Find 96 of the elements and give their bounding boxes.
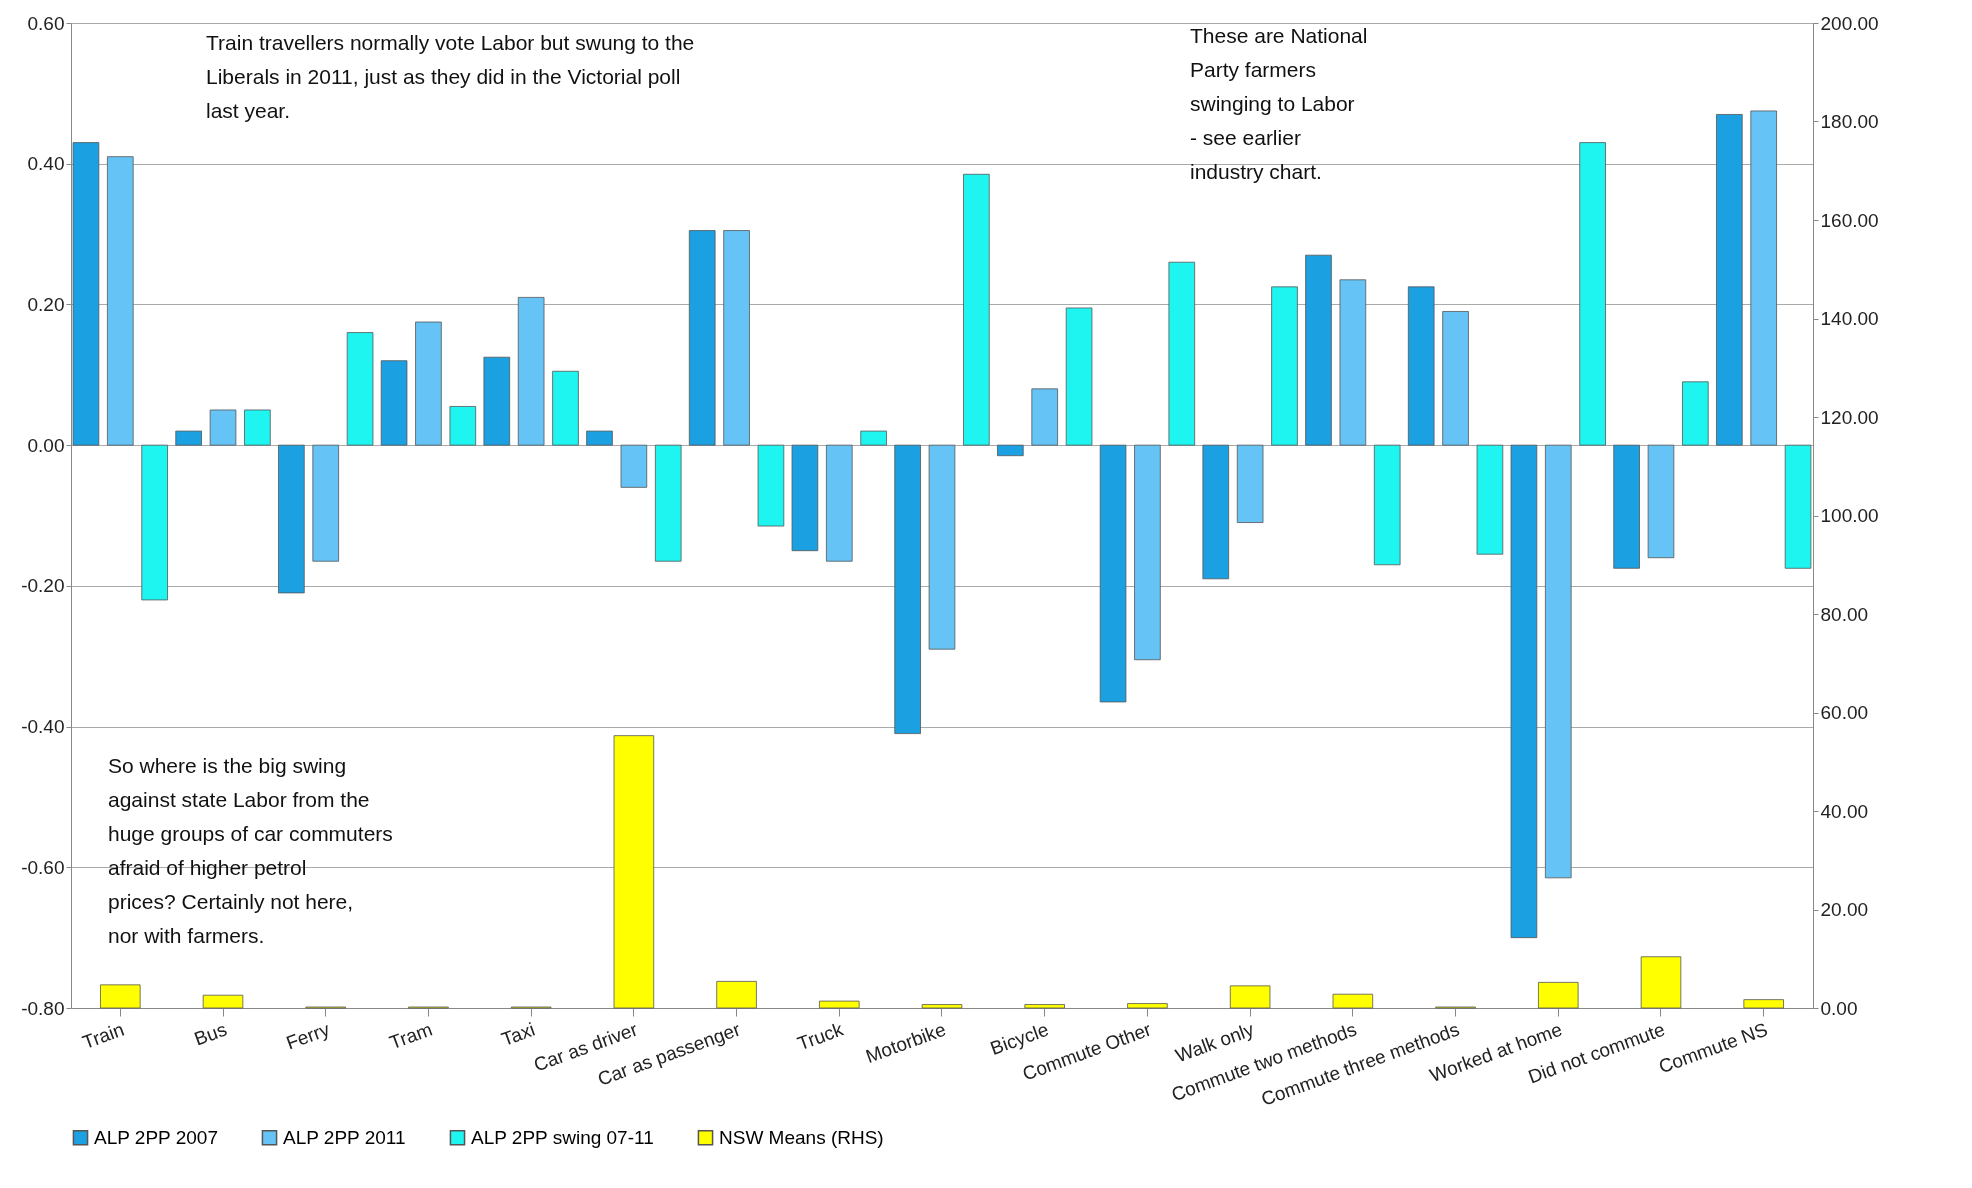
y2-tick-label: 80.00	[1820, 603, 1869, 625]
annotation: So where is the big swing against state Labor from the huge groups of car commuters afraid of higher petrol prices? Certainly not here, nor with farmers.	[108, 754, 393, 947]
bar	[1168, 261, 1196, 446]
bar	[1031, 388, 1058, 446]
x-tick-label: Train	[79, 1018, 127, 1053]
bar	[1339, 279, 1367, 446]
bar	[688, 230, 716, 446]
bar	[202, 994, 244, 1009]
bar	[826, 444, 853, 562]
bar	[483, 356, 511, 446]
bar	[1127, 1003, 1168, 1009]
legend-label: ALP 2PP 2007	[94, 1126, 218, 1148]
bar	[209, 409, 237, 446]
bar	[1784, 444, 1812, 569]
bar	[1750, 110, 1777, 446]
bar	[107, 156, 134, 446]
legend-label: ALP 2PP 2011	[283, 1126, 406, 1148]
bar	[1682, 381, 1709, 446]
bar	[1476, 444, 1504, 555]
bar	[716, 981, 757, 1009]
annotation: These are National Party farmers swinging to Labor - see earlier industry chart.	[1190, 24, 1368, 183]
bar	[963, 173, 990, 446]
y2-tick-label: 140.00	[1820, 308, 1879, 329]
bar	[1229, 985, 1271, 1009]
bar	[517, 296, 545, 446]
bar	[921, 1004, 963, 1009]
annotation: Train travellers normally vote Labor but swung to the Liberals in 2011, just as they did in the Victorial poll last year.	[206, 31, 695, 122]
bar	[586, 430, 613, 446]
bar	[449, 406, 477, 446]
bar	[72, 142, 100, 446]
bar	[1510, 444, 1538, 939]
bar	[380, 360, 408, 446]
bar	[175, 430, 202, 446]
bar	[346, 332, 374, 446]
y-tick-label: 0.40	[27, 153, 65, 175]
y-tick-label: -0.20	[21, 575, 65, 597]
bar	[312, 444, 340, 562]
x-tick-label: Bus	[191, 1018, 230, 1050]
y-tick-label: -0.60	[21, 856, 65, 878]
bar	[928, 444, 956, 650]
bar	[1271, 286, 1298, 446]
bar	[1024, 1004, 1065, 1009]
bar	[1236, 444, 1264, 523]
bar	[1613, 444, 1640, 569]
bar	[723, 230, 750, 446]
bar	[244, 409, 271, 446]
bar	[997, 444, 1024, 457]
x-tick-label: Tram	[386, 1018, 435, 1054]
bar	[613, 735, 655, 1009]
y2-tick-label: 0.00	[1820, 997, 1858, 1019]
bar	[1544, 444, 1572, 879]
bar	[620, 444, 648, 488]
y-tick-label: -0.40	[21, 716, 65, 738]
y-tick-label: 0.20	[27, 293, 65, 315]
bar	[1743, 999, 1784, 1009]
bar	[1202, 444, 1230, 580]
x-tick-label: Truck	[794, 1018, 847, 1055]
y-tick-label: -0.80	[21, 997, 65, 1019]
y2-tick-label: 60.00	[1820, 702, 1869, 723]
bar	[552, 370, 579, 446]
bar	[1134, 444, 1161, 661]
x-tick-label: Ferry	[283, 1018, 333, 1054]
bar	[819, 1000, 860, 1009]
bar	[894, 444, 921, 735]
bar	[1305, 254, 1332, 446]
bar	[1407, 286, 1435, 446]
bar	[1716, 114, 1743, 446]
bar	[654, 444, 682, 562]
bar	[1640, 956, 1682, 1009]
bar	[278, 444, 305, 594]
legend-label: NSW Means (RHS)	[719, 1126, 884, 1148]
bar	[1332, 993, 1374, 1009]
bar	[1538, 981, 1579, 1009]
bar	[1579, 142, 1606, 446]
y2-tick-label: 40.00	[1820, 800, 1869, 822]
y2-tick-label: 100.00	[1820, 505, 1879, 526]
bar	[757, 444, 785, 527]
bar	[141, 444, 168, 601]
y2-tick-label: 180.00	[1820, 111, 1879, 132]
bar	[860, 430, 887, 446]
y2-tick-label: 120.00	[1820, 406, 1879, 428]
bar	[1647, 444, 1675, 559]
y2-tick-label: 20.00	[1820, 899, 1869, 920]
y2-tick-label: 160.00	[1820, 209, 1879, 231]
bar	[100, 984, 141, 1009]
bar	[415, 321, 442, 446]
y2-tick-label: 200.00	[1820, 12, 1879, 34]
y-tick-label: 0.60	[27, 12, 65, 34]
bar	[1373, 444, 1401, 566]
y-tick-label: 0.00	[27, 434, 65, 456]
bar	[1442, 311, 1469, 446]
bar	[1099, 444, 1127, 703]
bar	[791, 444, 819, 552]
bar	[1065, 307, 1093, 446]
x-tick-label: Taxi	[498, 1018, 538, 1050]
legend-label: ALP 2PP swing 07-11	[471, 1126, 654, 1148]
